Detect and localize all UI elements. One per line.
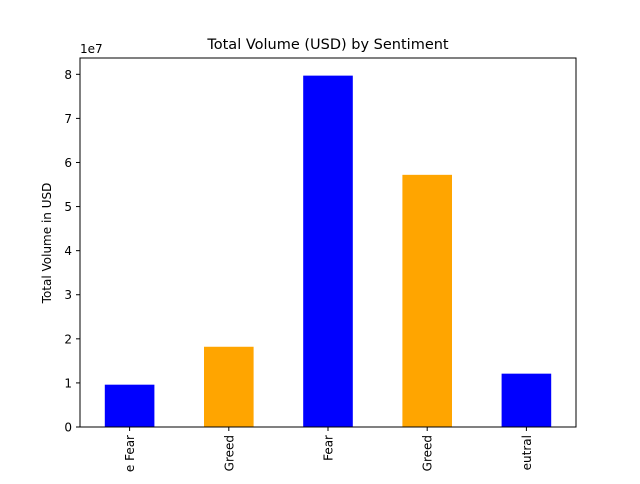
- y-tick-label: 0: [64, 421, 72, 435]
- bars-group: [104, 75, 552, 427]
- y-tick-label: 4: [64, 244, 72, 258]
- y-axis-label: Total Volume in USD: [40, 183, 54, 305]
- x-tick-label: Greed: [421, 435, 435, 471]
- y-ticks-group: 0 1 2 3 4 5 6 7 8: [64, 68, 80, 435]
- y-tick-label: 7: [64, 112, 72, 126]
- bar-2: [204, 346, 254, 427]
- x-ticks-group: e Fear Greed Fear Greed eutral: [123, 427, 534, 472]
- bar-3: [303, 75, 353, 427]
- bar-1: [104, 384, 155, 427]
- x-tick-label: Fear: [322, 435, 336, 461]
- y-tick-label: 2: [64, 332, 72, 346]
- y-axis-offset-label: 1e7: [80, 42, 103, 56]
- y-tick-label: 1: [64, 376, 72, 390]
- x-tick-label: eutral: [520, 435, 534, 470]
- y-tick-label: 6: [64, 156, 72, 170]
- x-tick-label: e Fear: [123, 435, 137, 472]
- y-tick-label: 5: [64, 200, 72, 214]
- bar-5: [501, 373, 552, 427]
- y-tick-label: 3: [64, 288, 72, 302]
- chart-title: Total Volume (USD) by Sentiment: [206, 37, 449, 53]
- bar-4: [402, 174, 452, 427]
- x-tick-label: Greed: [222, 435, 236, 471]
- y-tick-label: 8: [64, 68, 72, 82]
